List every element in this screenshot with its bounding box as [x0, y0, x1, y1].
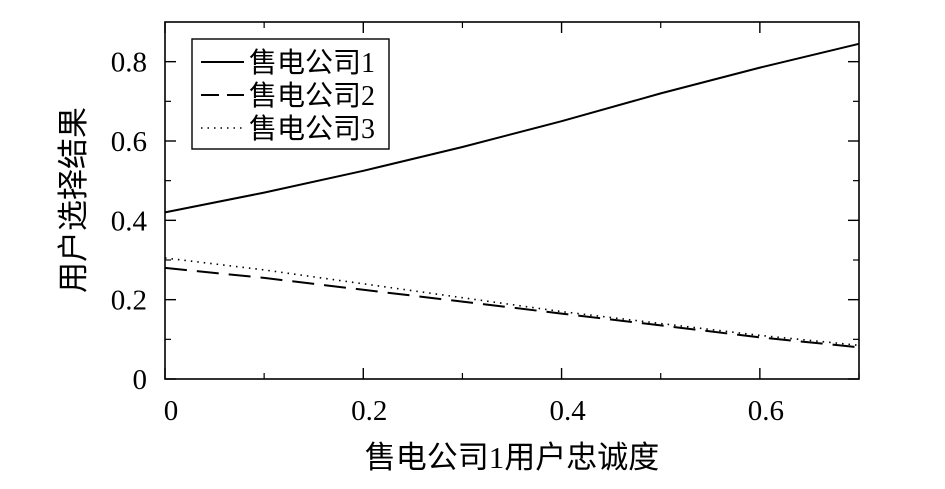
x-axis-label: 售电公司1用户忠诚度 [365, 440, 660, 475]
legend-box [191, 38, 390, 150]
x-tick-label: 0.6 [748, 395, 784, 427]
legend-label-2: 售电公司2 [249, 80, 375, 112]
y-tick-label: 0.6 [111, 126, 147, 158]
series-line-3 [164, 257, 860, 347]
x-tick-label: 0.2 [351, 395, 387, 427]
y-tick-label: 0 [133, 364, 148, 396]
series-lines [164, 42, 860, 349]
series-line-1 [164, 42, 860, 214]
axis-tick-labels: 0 0.2 0.4 0.6 0 0.2 0.4 0.6 0.8 [111, 47, 784, 427]
x-tick-label: 0 [164, 395, 179, 427]
y-tick-label: 0.4 [111, 205, 148, 237]
legend-label-3: 售电公司3 [249, 113, 375, 145]
series-line-2 [164, 266, 860, 349]
legend-label-1: 售电公司1 [249, 47, 375, 79]
x-tick-label: 0.4 [549, 395, 586, 427]
y-tick-label: 0.2 [111, 285, 147, 317]
y-axis-label: 用户选择结果 [56, 107, 91, 293]
plot-frame [164, 21, 860, 380]
y-tick-label: 0.8 [111, 47, 147, 79]
